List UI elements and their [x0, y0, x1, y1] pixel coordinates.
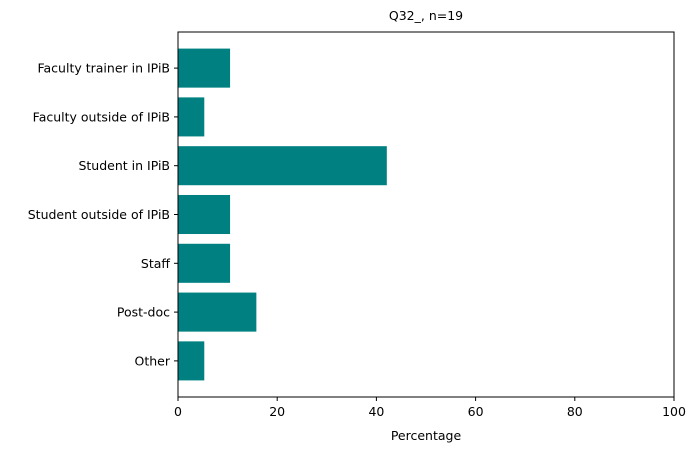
- bars-group: [178, 48, 387, 381]
- x-tick-label: 40: [368, 404, 384, 419]
- y-tick-label: Other: [135, 353, 171, 368]
- y-tick-label: Faculty outside of IPiB: [33, 109, 170, 124]
- bar: [178, 194, 231, 235]
- x-tick-label: 100: [662, 404, 686, 419]
- y-tick-label: Post-doc: [117, 305, 170, 320]
- y-tick-label: Student outside of IPiB: [28, 207, 170, 222]
- bar: [178, 341, 205, 381]
- chart-title: Q32_, n=19: [389, 8, 463, 23]
- bar: [178, 243, 231, 283]
- x-ticks-group: 0 20 40 60 80 100: [174, 397, 686, 419]
- x-axis-label: Percentage: [391, 428, 462, 443]
- y-tick-label: Faculty trainer in IPiB: [37, 61, 170, 76]
- y-tick-label: Student in IPiB: [78, 158, 170, 173]
- bar: [178, 146, 387, 186]
- x-tick-label: 80: [567, 404, 583, 419]
- y-tick-label: Staff: [141, 256, 170, 271]
- x-tick-label: 60: [468, 404, 484, 419]
- x-tick-label: 20: [269, 404, 285, 419]
- plot-frame: [177, 31, 675, 398]
- bar: [178, 292, 257, 332]
- x-tick-label: 0: [174, 404, 182, 419]
- y-ticks-group: Faculty trainer in IPiB Faculty outside o…: [28, 61, 178, 368]
- bar: [178, 48, 231, 88]
- bar: [178, 97, 205, 137]
